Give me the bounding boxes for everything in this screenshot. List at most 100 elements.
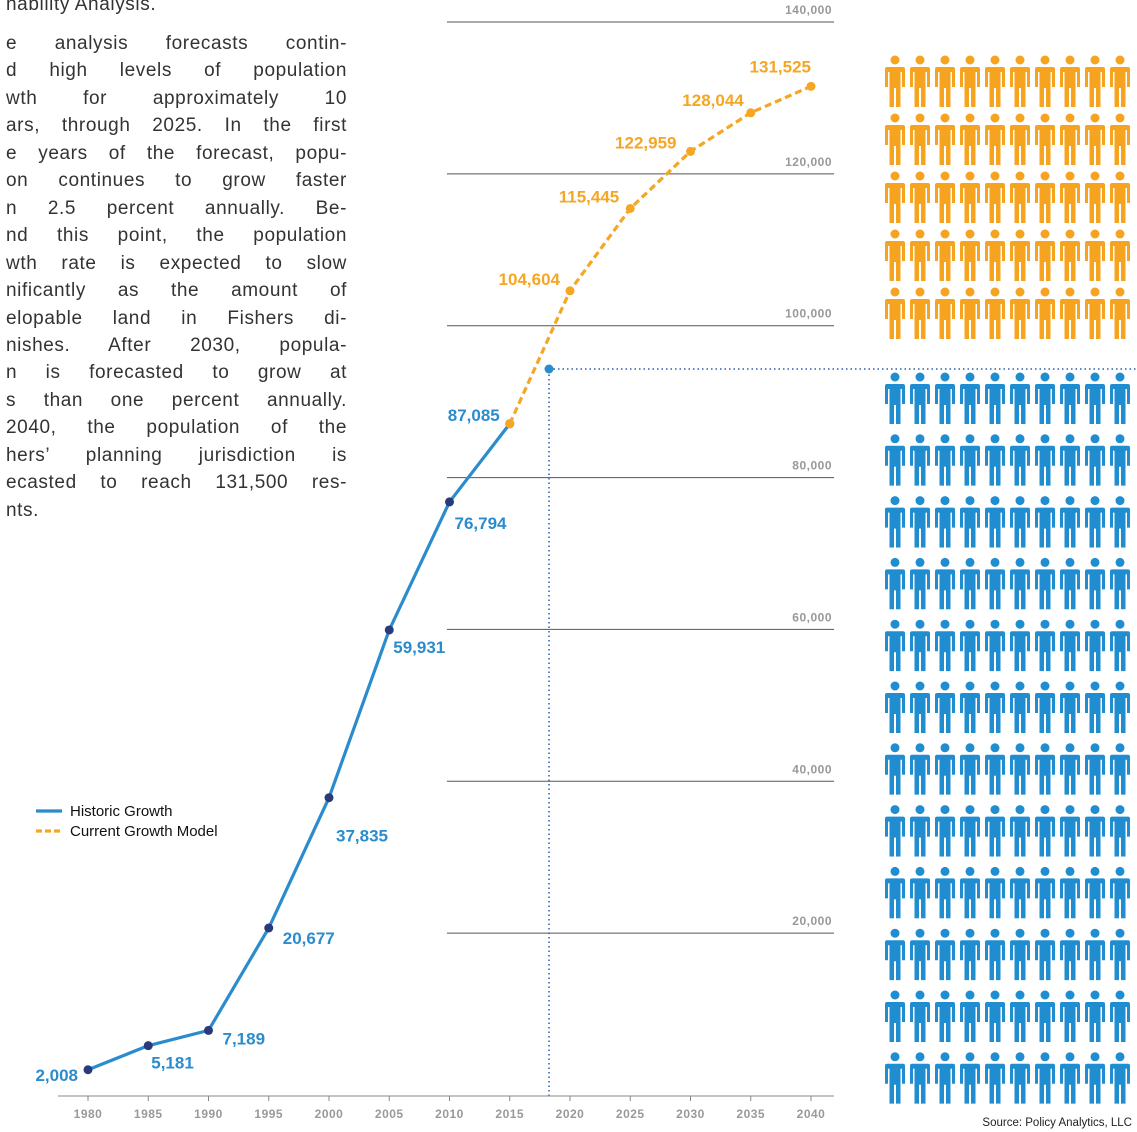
value-label: 20,677 (283, 929, 335, 948)
marker (204, 1025, 213, 1035)
people-icons (885, 55, 1130, 1104)
person-icon (960, 171, 980, 223)
person-icon (885, 866, 905, 919)
y-tick-label: 100,000 (785, 307, 832, 321)
person-icon (1085, 113, 1105, 165)
person-icon (1010, 55, 1030, 107)
person-icon (885, 55, 905, 107)
value-label: 128,044 (682, 91, 744, 110)
person-icon (1110, 372, 1130, 424)
person-icon (885, 1052, 905, 1104)
value-label: 122,959 (615, 133, 676, 152)
person-icon (1060, 805, 1080, 857)
person-icon (910, 1052, 930, 1104)
person-icon (1110, 287, 1130, 339)
person-icon (985, 928, 1005, 981)
guide-dot (544, 364, 554, 374)
person-icon (910, 55, 930, 107)
person-icon (985, 681, 1005, 733)
marker (625, 203, 635, 213)
x-tick-label: 2025 (616, 1107, 645, 1121)
person-icon (885, 287, 905, 339)
value-label: 37,835 (336, 827, 388, 846)
person-icon (1085, 681, 1105, 733)
person-icon (960, 113, 980, 165)
person-icon (885, 496, 905, 548)
x-tick-label: 2010 (435, 1107, 464, 1121)
person-icon (985, 805, 1005, 857)
person-icon (1035, 805, 1055, 857)
marker (384, 625, 394, 635)
text-line: ecasted to reach 131,500 res- (6, 472, 347, 494)
person-icon (1110, 1052, 1130, 1104)
person-icon (935, 805, 955, 857)
person-icon (1110, 681, 1130, 733)
person-icon (960, 619, 980, 672)
person-icon (985, 229, 1005, 281)
person-icon (985, 287, 1005, 339)
person-icon (1085, 619, 1105, 672)
person-icon (985, 990, 1005, 1042)
person-icon (1035, 55, 1055, 107)
person-icon (1060, 928, 1080, 981)
value-label: 2,008 (35, 1066, 78, 1085)
person-icon (935, 866, 955, 919)
person-icon (985, 743, 1005, 795)
person-icon (1110, 990, 1130, 1042)
x-tick-label: 2005 (375, 1107, 404, 1121)
person-icon (910, 805, 930, 857)
person-icon (1010, 434, 1030, 486)
x-tick-label: 2020 (556, 1107, 585, 1121)
person-icon (1085, 805, 1105, 857)
person-icon (960, 990, 980, 1042)
person-icon (1110, 55, 1130, 107)
text-line: d high levels of population (6, 60, 347, 82)
person-icon (1060, 496, 1080, 548)
person-icon (910, 866, 930, 919)
person-icon (935, 619, 955, 672)
person-icon (1110, 496, 1130, 548)
person-icon (885, 434, 905, 486)
person-icon (910, 372, 930, 424)
person-icon (985, 372, 1005, 424)
person-icon (960, 557, 980, 610)
person-icon (985, 557, 1005, 610)
person-icon (1010, 496, 1030, 548)
text-line: ars, through 2025. In the first (6, 115, 347, 137)
person-icon (1060, 990, 1080, 1042)
person-icon (1085, 287, 1105, 339)
person-icon (1035, 434, 1055, 486)
person-icon (935, 229, 955, 281)
person-icon (1035, 619, 1055, 672)
x-tick-label: 1990 (194, 1107, 223, 1121)
person-icon (910, 113, 930, 165)
person-icon (935, 496, 955, 548)
person-icon (1010, 743, 1030, 795)
person-icon (1110, 113, 1130, 165)
person-icon (935, 990, 955, 1042)
text-line: n 2.5 percent annually. Be- (6, 197, 347, 219)
person-icon (1010, 372, 1030, 424)
person-icon (1085, 990, 1105, 1042)
person-icon (1110, 557, 1130, 610)
person-icon (1010, 619, 1030, 672)
person-icon (960, 229, 980, 281)
person-icon (1060, 743, 1080, 795)
value-label: 87,085 (448, 406, 500, 425)
y-tick-label: 60,000 (792, 610, 832, 624)
person-icon (935, 681, 955, 733)
person-icon (985, 434, 1005, 486)
person-icon (1035, 171, 1055, 223)
person-icon (1035, 496, 1055, 548)
person-icon (1060, 434, 1080, 486)
person-icon (985, 171, 1005, 223)
person-icon (1035, 928, 1055, 981)
person-icon (885, 619, 905, 672)
person-icon (935, 171, 955, 223)
y-tick-label: 40,000 (792, 762, 832, 776)
person-icon (960, 434, 980, 486)
person-icon (960, 681, 980, 733)
person-icon (1010, 287, 1030, 339)
person-icon (960, 55, 980, 107)
